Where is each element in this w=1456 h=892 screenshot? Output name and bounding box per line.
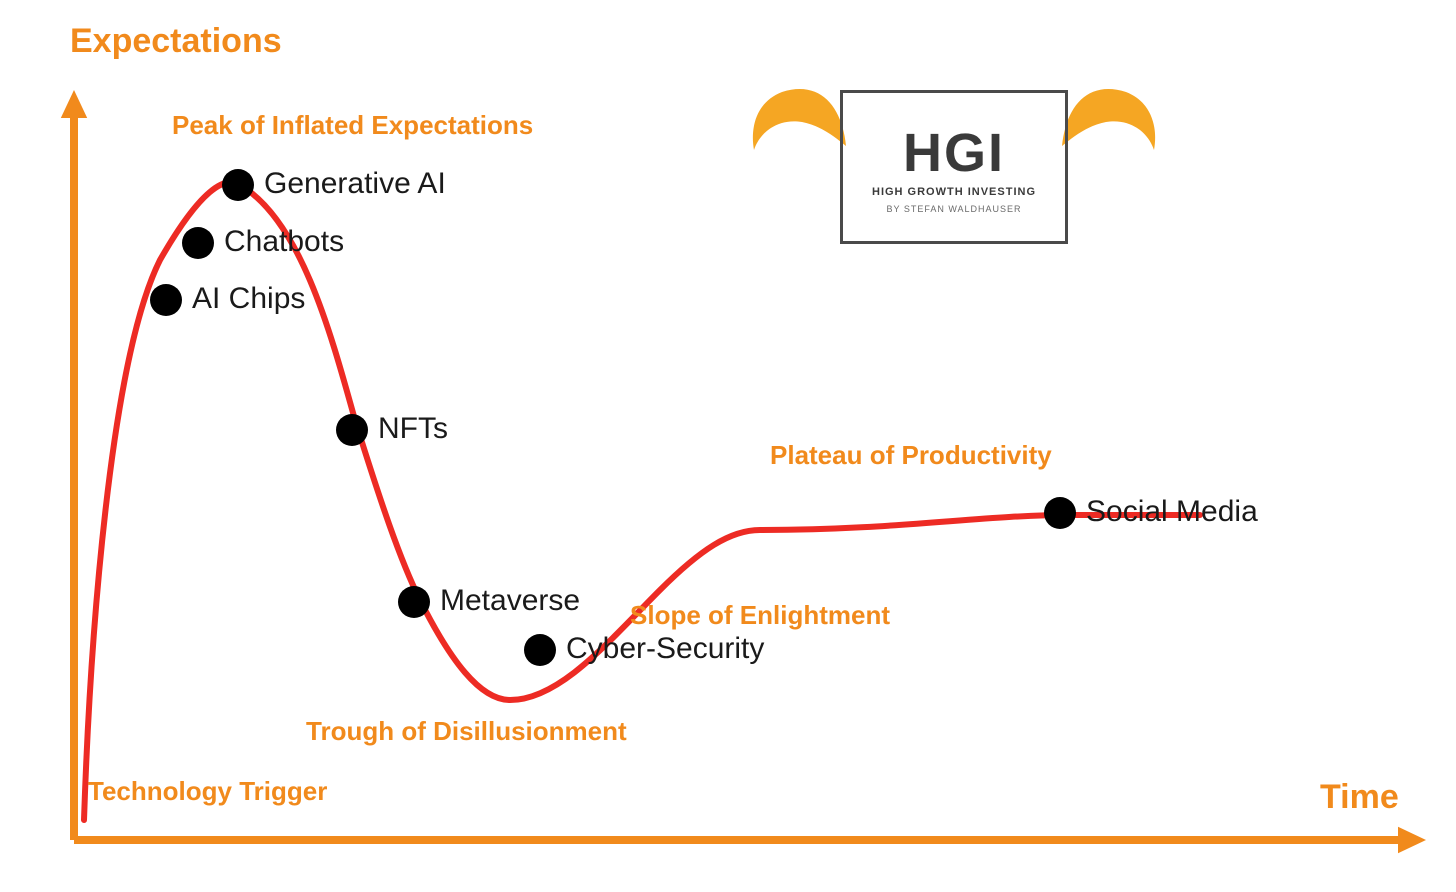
hgi-logo: HGI HIGH GROWTH INVESTING BY STEFAN WALD…: [784, 82, 1124, 282]
label-cyber-security: Cyber-Security: [566, 632, 764, 666]
logo-byline: BY STEFAN WALDHAUSER: [886, 204, 1021, 214]
phase-peak: Peak of Inflated Expectations: [172, 110, 533, 141]
y-axis-label: Expectations: [70, 22, 282, 61]
marker-ai-chips: [150, 284, 182, 316]
label-ai-chips: AI Chips: [192, 282, 305, 316]
marker-cyber-security: [524, 634, 556, 666]
label-social-media: Social Media: [1086, 495, 1258, 529]
logo-hgi-text: HGI: [903, 122, 1005, 184]
marker-social-media: [1044, 497, 1076, 529]
logo-subtitle: HIGH GROWTH INVESTING: [872, 186, 1036, 198]
marker-chatbots: [182, 227, 214, 259]
label-chatbots: Chatbots: [224, 225, 344, 259]
phase-trigger: Technology Trigger: [88, 776, 327, 807]
marker-nfts: [336, 414, 368, 446]
marker-generative-ai: [222, 169, 254, 201]
x-axis-arrowhead: [1398, 827, 1426, 853]
marker-metaverse: [398, 586, 430, 618]
label-generative-ai: Generative AI: [264, 167, 446, 201]
label-nfts: NFTs: [378, 412, 448, 446]
x-axis-label: Time: [1320, 778, 1399, 817]
phase-plateau: Plateau of Productivity: [770, 440, 1052, 471]
y-axis-arrowhead: [61, 90, 87, 118]
phase-slope: Slope of Enlightment: [630, 600, 890, 631]
phase-trough: Trough of Disillusionment: [306, 716, 627, 747]
label-metaverse: Metaverse: [440, 584, 580, 618]
